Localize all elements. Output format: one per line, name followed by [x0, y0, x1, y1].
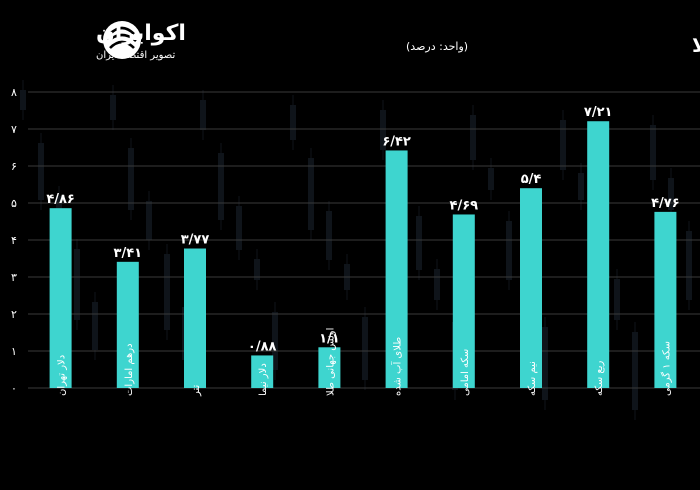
y-tick-label: ۴	[11, 234, 17, 247]
x-tick-label: سکه ۱ گرمی	[660, 341, 672, 396]
y-tick-label: ۷	[11, 123, 17, 136]
brand-name: اکوایران	[96, 21, 186, 46]
bar	[587, 121, 610, 388]
chart-unit: (واحد: درصد)	[406, 40, 468, 53]
x-tick-label: نیم سکه	[527, 361, 538, 396]
bars	[49, 121, 677, 388]
value-label: ۰/۸۸	[248, 339, 277, 354]
x-axis-labels: دلار تهران درهم امارات تتر دلار نیما اونس جه…	[57, 328, 673, 397]
y-tick-label: ۳	[11, 271, 17, 284]
value-label: ۳/۷۷	[181, 233, 210, 248]
swirl-logo-icon	[103, 21, 141, 59]
x-tick-label: سکه امامی	[460, 349, 471, 396]
x-tick-label: درهم امارات	[124, 343, 135, 396]
value-label: ۶/۴۲	[382, 134, 411, 149]
x-tick-label: تتر	[191, 384, 202, 397]
x-tick-label: اونس جهانی طلا	[325, 328, 336, 396]
value-label: ۴/۷۶	[651, 196, 680, 211]
y-tick-label: ۱	[11, 345, 17, 358]
bar	[116, 261, 139, 388]
x-tick-label: طلای آب شده	[391, 337, 404, 396]
bar	[654, 211, 677, 388]
bar	[318, 347, 341, 388]
value-labels: ۴/۸۶ ۳/۴۱ ۳/۷۷ ۰/۸۸ ۱/۱ ۶/۴۲ ۴/۶۹ ۵/۴ ۷/۲۱ ۴/۷۶	[46, 105, 679, 354]
value-label: ۱/۱	[319, 331, 340, 346]
y-tick-label: ۰	[11, 382, 17, 395]
y-tick-label: ۲	[11, 308, 17, 321]
value-label: ۷/۲۱	[584, 105, 613, 120]
value-label: ۴/۶۹	[450, 198, 479, 213]
value-label: ۳/۴۱	[114, 246, 143, 261]
x-tick-label: ربع سکه	[594, 360, 605, 396]
value-label: ۵/۴	[521, 172, 542, 187]
value-label: ۴/۸۶	[46, 192, 75, 207]
y-axis-ticks: ۰ ۱ ۲ ۳ ۴ ۵ ۶ ۷ ۸	[11, 86, 17, 395]
chart-title: تغییرات هفتگی بازار ارز و طلا	[692, 33, 700, 57]
bar	[452, 214, 475, 388]
bar	[520, 188, 542, 388]
y-tick-label: ۵	[11, 197, 17, 210]
x-tick-label: دلار تهران	[57, 355, 68, 396]
bar	[385, 150, 408, 388]
brand-logo: اکوایران تصویر اقتصاد ایران	[96, 21, 186, 61]
bar	[251, 355, 274, 388]
bar	[184, 248, 206, 388]
bar	[49, 208, 72, 388]
brand-tagline: تصویر اقتصاد ایران	[96, 50, 175, 61]
y-tick-label: ۶	[11, 160, 17, 173]
x-tick-label: دلار نیما	[258, 363, 269, 396]
y-tick-label: ۸	[11, 86, 17, 99]
